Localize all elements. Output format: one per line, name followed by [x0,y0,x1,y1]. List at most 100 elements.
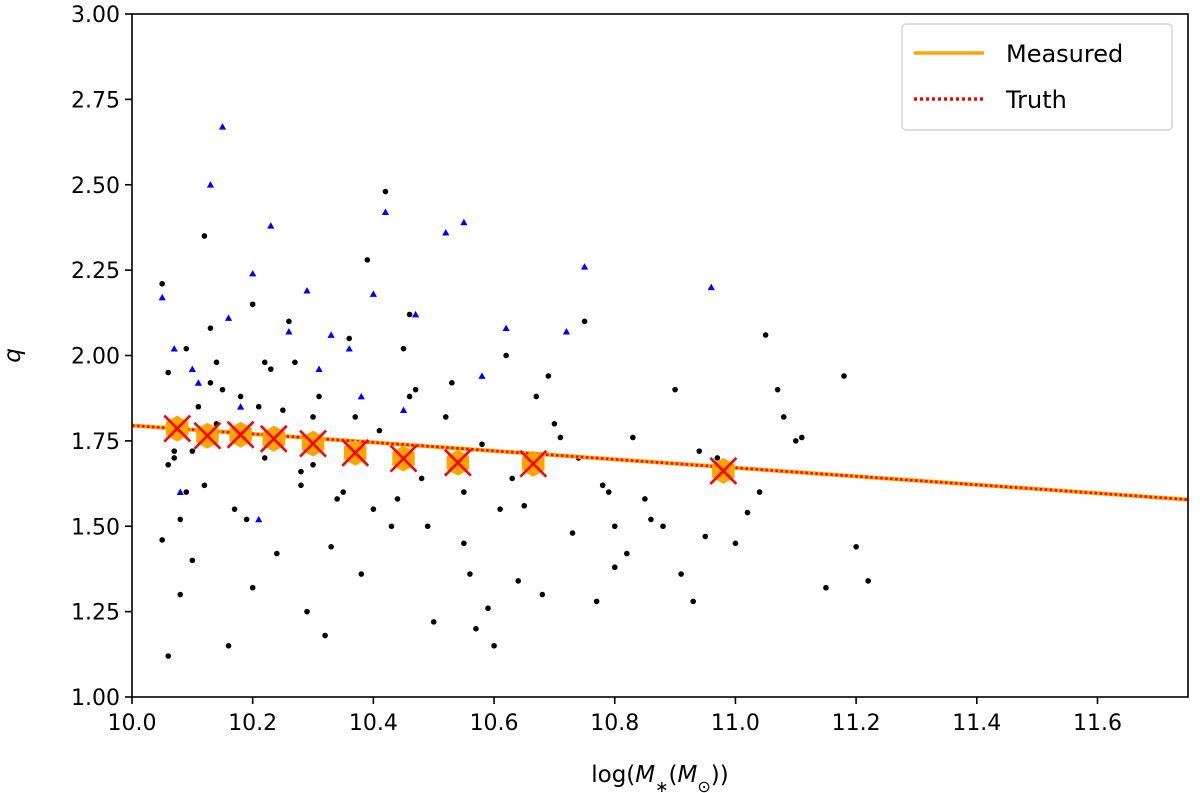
scatter-point [267,366,274,372]
scatter-point [213,359,220,366]
binned-marker [519,449,548,478]
scatter-point [557,434,564,441]
upper-limit-marker [327,331,335,338]
upper-limit-marker [224,314,233,321]
scatter-point [159,280,165,287]
scatter-point [298,482,304,489]
scatter-point [249,584,256,591]
upper-limit-marker [399,406,408,414]
upper-limit-marker [237,403,245,410]
scatter-point [630,434,636,441]
scatter-point [418,475,425,482]
scatter-point [853,543,859,550]
scatter-point [310,414,316,420]
y-tick-label: 2.00 [71,345,120,370]
scatter-point [207,325,214,331]
upper-limit-marker [357,392,365,400]
scatter-point [177,591,184,598]
scatter-point [201,482,208,489]
scatter-point [394,496,401,502]
scatter-point [473,625,479,632]
scatter-point [569,530,576,536]
scatter-point [316,393,322,400]
x-tick-label: 10.6 [470,711,519,736]
scatter-point [599,482,606,489]
scatter-point [497,506,503,512]
scatter-point [412,386,419,393]
x-tick-label: 11.0 [711,711,760,736]
scatter-point [442,414,449,420]
scatter-point [479,441,485,448]
scatter-point [509,475,515,482]
scatter-point [780,414,787,420]
scatter-point [581,318,588,325]
scatter-point [183,489,190,495]
scatter-point [799,434,805,441]
y-tick-label: 3.00 [71,3,120,28]
scatter-point [714,455,721,461]
y-tick-label: 1.75 [71,430,120,455]
y-tick-label: 1.50 [71,515,120,540]
binned-marker [299,429,327,458]
upper-limit-marker [170,345,178,352]
scatter-point [702,533,709,540]
scatter-point [165,653,172,659]
y-axis-label: q [0,348,26,363]
scatter-point [201,233,208,239]
scatter-point [171,455,178,461]
binned-marker [341,438,370,467]
binned-marker [163,414,192,443]
scatter-point [744,509,751,516]
y-tick-label: 2.50 [71,174,120,199]
scatter-point [461,540,467,547]
scatter-point [292,359,298,366]
scatter-point [406,311,413,318]
upper-limit-marker [285,327,293,335]
upper-limit-marker [442,228,450,236]
scatter-point [841,373,847,379]
scatter-point [274,550,280,557]
scatter-point [340,489,347,495]
upper-limit-marker [369,290,377,297]
scatter-point [491,642,497,649]
scatter-point [611,564,618,571]
upper-limit-marker [303,287,311,294]
upper-limit-marker [267,222,275,229]
upper-limit-marker [562,327,571,335]
upper-limit-marker [315,365,323,373]
scatter-point [225,642,232,649]
binned-marker [226,420,255,449]
scatter-point [593,598,600,605]
upper-limit-marker [502,324,510,332]
scatter-point [539,591,546,598]
upper-limit-marker [580,263,589,270]
legend-label-truth: Truth [1005,86,1067,114]
scatter-point [449,380,455,386]
x-tick-label: 10.0 [108,711,157,736]
upper-limit-marker [381,208,390,215]
scatter-point [358,571,365,577]
y-tick-label: 2.25 [71,259,120,284]
scatter-point [189,557,196,564]
y-tick-label: 1.25 [71,601,120,626]
scatter-point [255,403,262,410]
x-axis-label: log(M∗(M⊙)) [591,762,729,793]
upper-limit-marker [707,283,715,291]
upper-limit-marker [345,345,353,352]
binned-markers [163,414,738,485]
scatter-point [382,188,389,195]
scatter-point [678,571,684,577]
scatter-point [545,373,552,379]
upper-limit-marker [218,123,227,130]
scatter-point [461,489,467,495]
scatter-point [774,386,781,393]
scatter-point [310,461,316,468]
y-tick-label: 2.75 [71,88,120,113]
scatter-point [243,516,250,523]
upper-limit-marker [255,515,263,523]
scatter-point [521,502,528,509]
scatter-point [370,506,377,512]
measured-line [131,423,1189,502]
scatter-point [376,427,383,434]
